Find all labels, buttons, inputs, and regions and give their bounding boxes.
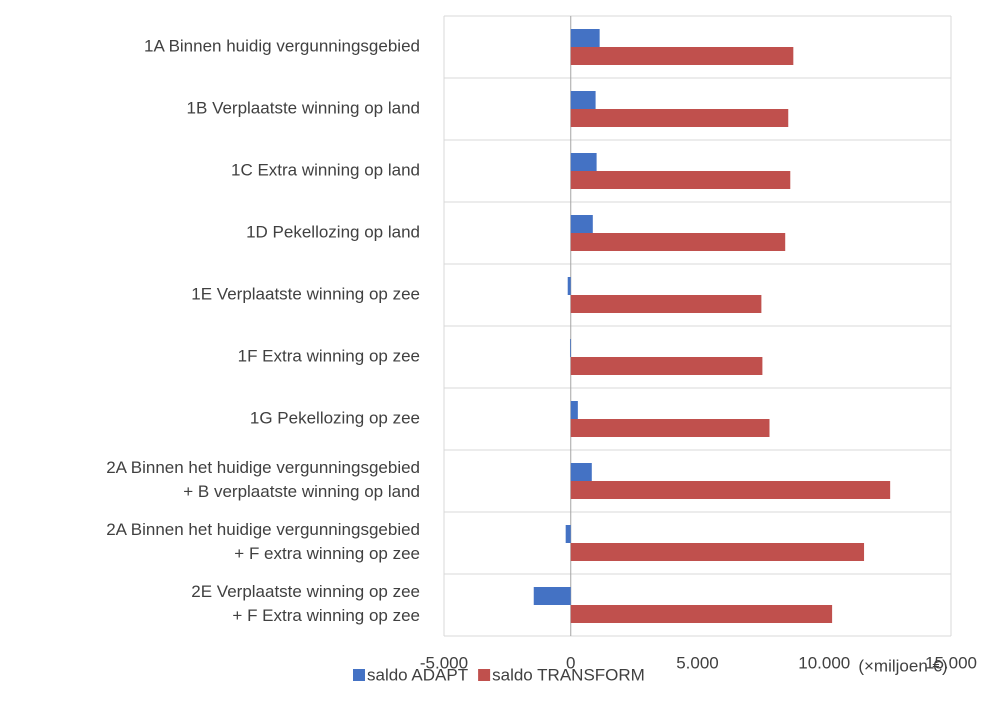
bar	[570, 153, 597, 171]
bar	[570, 109, 789, 127]
legend-label: saldo ADAPT	[367, 665, 468, 684]
bar	[567, 277, 571, 295]
y-tick-label: 1D Pekellozing op land	[246, 222, 420, 241]
bar	[565, 525, 571, 543]
y-tick-label: 1G Pekellozing op zee	[250, 408, 420, 427]
x-tick-label: 0	[566, 653, 575, 672]
y-tick-label: 1A Binnen huidig vergunningsgebied	[144, 36, 420, 55]
bar	[533, 587, 571, 605]
x-tick-label: 5.000	[676, 653, 719, 672]
y-tick-label: 1F Extra winning op zee	[238, 346, 420, 365]
y-tick-label: 1C Extra winning op land	[231, 160, 420, 179]
bar	[570, 419, 770, 437]
bar	[570, 605, 833, 623]
bar	[570, 215, 593, 233]
y-tick-label: 2A Binnen het huidige vergunningsgebied +…	[106, 520, 420, 563]
bar	[570, 357, 763, 375]
bar	[570, 91, 596, 109]
x-tick-label: -5.000	[420, 653, 468, 672]
bar	[570, 401, 578, 419]
bar	[570, 171, 791, 189]
bar	[570, 233, 786, 251]
x-tick-label: 15.000	[925, 653, 977, 672]
bar	[569, 339, 571, 357]
x-tick-label: 10.000	[798, 653, 850, 672]
legend-swatch	[353, 669, 365, 681]
y-tick-label: 2A Binnen het huidige vergunningsgebied +…	[106, 458, 420, 501]
bar	[570, 463, 592, 481]
x-axis-label: (×miljoen €)	[858, 656, 947, 675]
bar	[570, 295, 762, 313]
legend-label: saldo TRANSFORM	[492, 665, 645, 684]
bar	[570, 47, 794, 65]
y-tick-label: 1B Verplaatste winning op land	[187, 98, 420, 117]
bar	[570, 543, 865, 561]
y-tick-label: 2E Verplaatste winning op zee + F Extra w…	[191, 582, 420, 625]
y-tick-label: 1E Verplaatste winning op zee	[191, 284, 420, 303]
bar	[570, 481, 891, 499]
bar	[570, 29, 600, 47]
legend-swatch	[478, 669, 491, 681]
